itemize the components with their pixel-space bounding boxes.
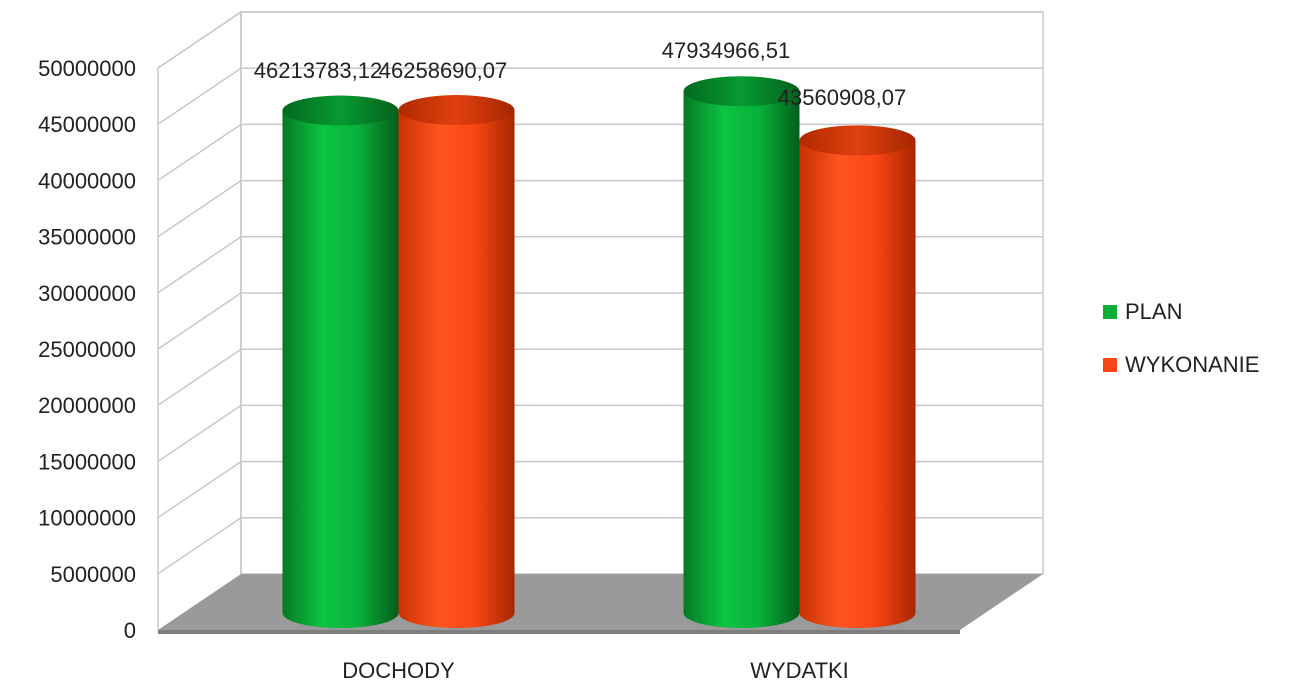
legend-swatch <box>1103 305 1117 319</box>
gridline <box>157 11 1043 69</box>
y-tick-label: 50000000 <box>38 56 136 81</box>
legend-item-plan: PLAN <box>1103 299 1182 324</box>
y-tick-label: 40000000 <box>38 168 136 193</box>
y-tick-label: 10000000 <box>38 506 136 531</box>
y-tick-label: 20000000 <box>38 393 136 418</box>
y-tick-label: 5000000 <box>50 562 136 587</box>
x-category-label: WYDATKI <box>750 658 849 682</box>
bar-plan-wydatki <box>683 76 800 628</box>
y-axis: 0 5000000 10000000 15000000 20000000 25000000… <box>38 56 136 643</box>
x-category-label: DOCHODY <box>342 658 455 682</box>
bar-wykonanie-dochody <box>398 95 515 629</box>
bar-top <box>282 95 399 126</box>
legend-label: PLAN <box>1125 299 1182 324</box>
data-label: 46213783,12 <box>254 58 382 83</box>
legend-swatch <box>1103 358 1117 372</box>
y-tick-label: 25000000 <box>38 337 136 362</box>
bars <box>282 76 916 629</box>
y-tick-label: 30000000 <box>38 281 136 306</box>
bar-top <box>799 125 916 156</box>
data-label: 47934966,51 <box>662 38 790 63</box>
legend-label: WYKONANIE <box>1125 352 1259 377</box>
floor-edge <box>158 630 960 634</box>
bar-body <box>799 140 916 628</box>
gridline <box>157 67 1043 125</box>
bar-top <box>398 95 515 126</box>
bar-top <box>683 76 800 107</box>
bar-wykonanie-wydatki <box>799 125 916 628</box>
x-axis: DOCHODY WYDATKI <box>342 658 849 683</box>
y-tick-label: 45000000 <box>38 112 136 137</box>
bar-body <box>282 110 399 628</box>
legend: PLAN WYKONANIE <box>1103 299 1259 377</box>
data-label: 43560908,07 <box>778 85 906 110</box>
bar-body <box>683 91 800 628</box>
legend-item-wykonanie: WYKONANIE <box>1103 352 1259 377</box>
y-tick-label: 0 <box>124 618 136 643</box>
y-tick-label: 15000000 <box>38 449 136 474</box>
bar-plan-dochody <box>282 95 399 628</box>
bar-body <box>398 110 515 629</box>
y-tick-label: 35000000 <box>38 225 136 250</box>
data-label: 46258690,07 <box>379 58 507 83</box>
